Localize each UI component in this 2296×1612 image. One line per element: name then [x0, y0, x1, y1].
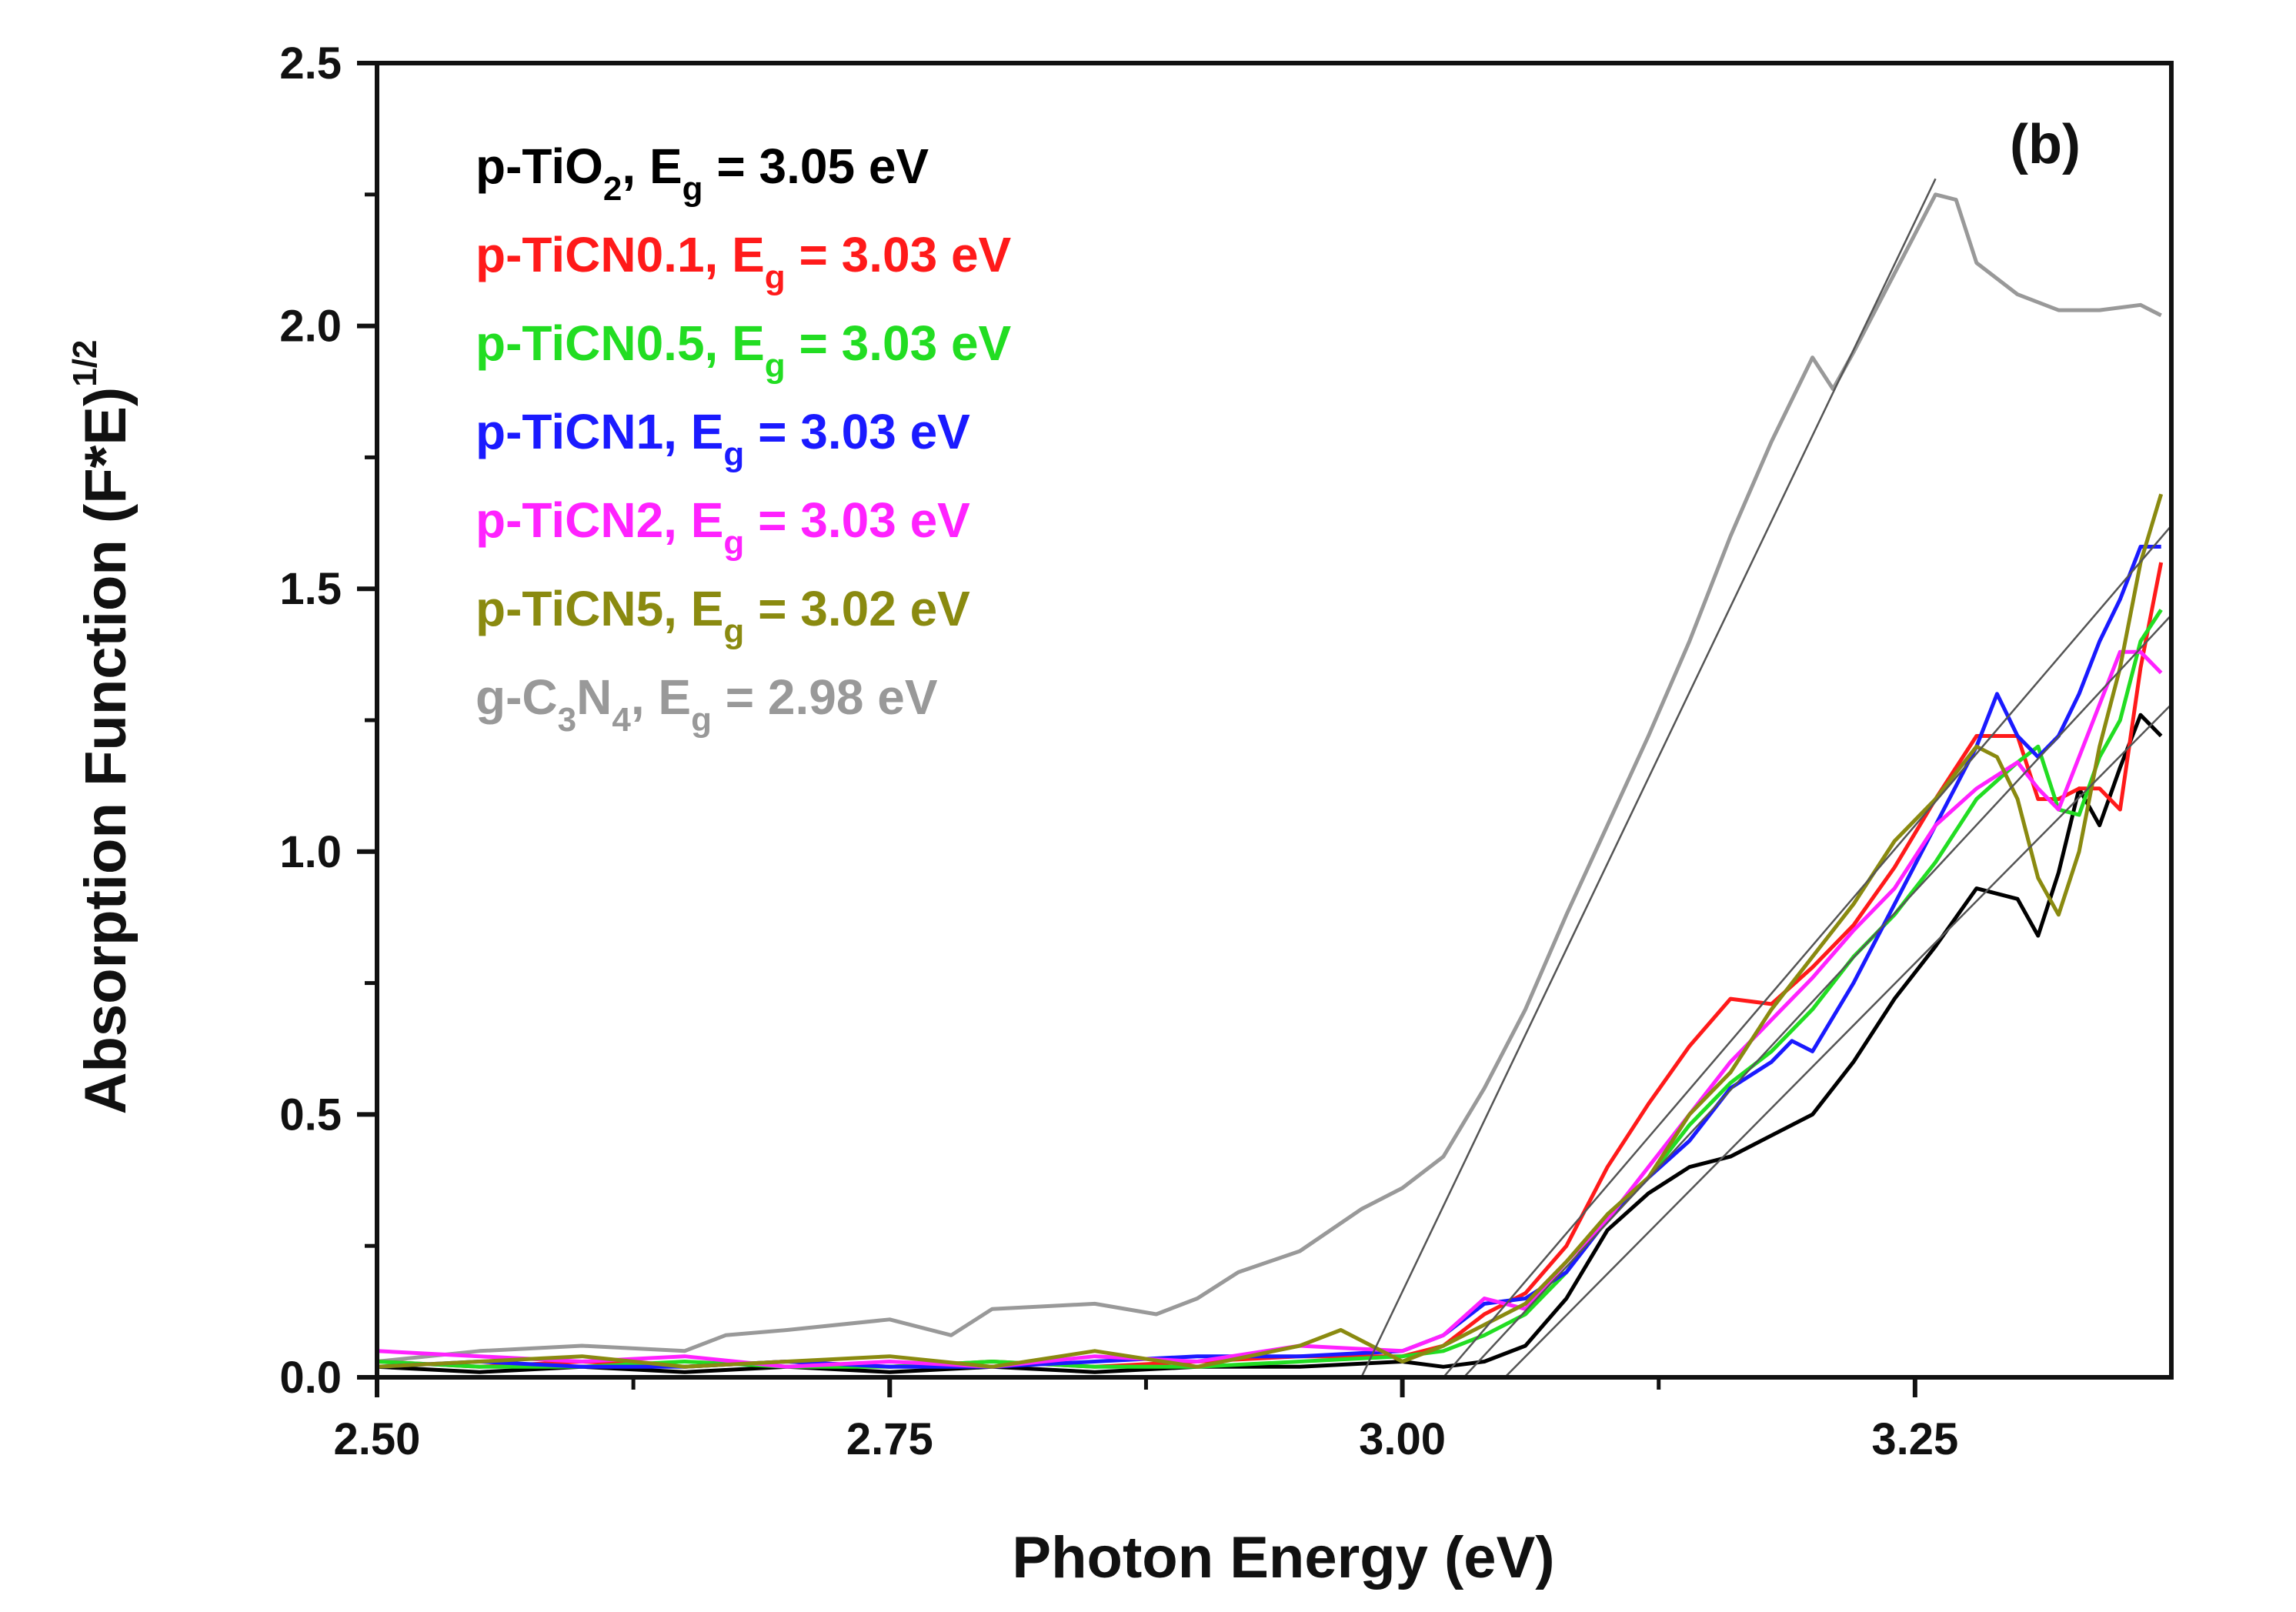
fit-p-TiO2 — [1503, 703, 2171, 1377]
legend-entry: p-TiCN0.1, Eg = 3.03 eV — [476, 227, 1012, 296]
fit-p-TiCN — [1463, 614, 2171, 1377]
ticks-layer: 2.50 2.75 3.00 3.25 0.0 0.5 1.0 1.5 2.0 2.5 — [279, 38, 1958, 1464]
x-tick-label: 2.50 — [334, 1414, 421, 1464]
legend: p-TiO2, Eg = 3.05 eV p-TiCN0.1, Eg = 3.03… — [476, 139, 1012, 739]
panel-label: (b) — [2010, 114, 2081, 175]
y-tick-label: 2.0 — [279, 302, 342, 352]
series-layer — [377, 192, 2164, 1374]
y-axis-title-superscript: 1/2 — [66, 340, 104, 387]
legend-entry: p-TiO2, Eg = 3.05 eV — [476, 139, 929, 208]
legend-entry: p-TiCN2, Eg = 3.03 eV — [476, 492, 970, 562]
x-tick-label: 2.75 — [846, 1414, 933, 1464]
y-axis-title: Absorption Function (F*E)1/2 — [66, 340, 138, 1115]
x-tick-label: 3.00 — [1359, 1414, 1446, 1464]
x-tick-label: 3.25 — [1871, 1414, 1958, 1464]
y-axis-title-main: Absorption Function (F*E) — [73, 387, 138, 1115]
legend-entry: g-C3N4, Eg = 2.98 eV — [476, 669, 938, 739]
series-line-p-ticn2 — [377, 649, 2163, 1369]
series-line-g-c3n4 — [377, 192, 2162, 1363]
fit-p-TiCN5 — [1442, 525, 2171, 1377]
y-tick-label: 0.5 — [279, 1090, 342, 1140]
y-tick-label: 1.0 — [279, 827, 342, 877]
legend-entry: p-TiCN1, Eg = 3.03 eV — [476, 404, 970, 473]
y-tick-label: 1.5 — [279, 564, 342, 614]
y-tick-label: 2.5 — [279, 38, 342, 88]
y-tick-label: 0.0 — [279, 1353, 342, 1403]
x-axis-title: Photon Energy (eV) — [1012, 1525, 1554, 1590]
series-line-p-tio2 — [377, 713, 2163, 1374]
legend-entry: p-TiCN5, Eg = 3.02 eV — [476, 581, 970, 650]
legend-entry: p-TiCN0.5, Eg = 3.03 eV — [476, 315, 1012, 385]
fit-line-layer — [1360, 178, 2171, 1377]
fit-g-C3N4 — [1360, 178, 1937, 1377]
